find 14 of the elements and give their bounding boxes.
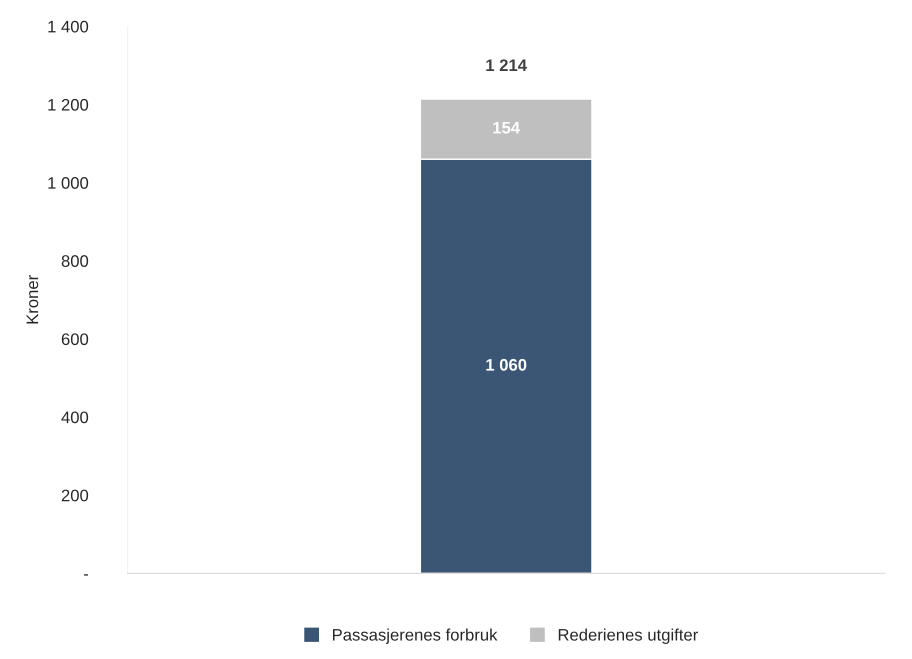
y-axis-title: Kroner [26, 275, 38, 324]
data-label: 1 060 [486, 358, 526, 371]
y-tick-label: 200 [62, 490, 88, 502]
total-label: 1 214 [486, 59, 527, 71]
data-label: 154 [493, 122, 520, 134]
y-tick-label: - [84, 574, 88, 576]
y-tick-label: 400 [61, 411, 88, 424]
legend-label: Rederienes utgifter [558, 628, 698, 644]
y-tick-label: 800 [62, 255, 88, 267]
legend-label: Passasjerenes forbruk [332, 628, 498, 644]
y-tick-label: 1 400 [48, 20, 88, 33]
y-tick-label: 1 000 [48, 177, 88, 189]
y-tick-label: 600 [62, 333, 88, 346]
y-tick-label: 1 200 [48, 98, 88, 111]
